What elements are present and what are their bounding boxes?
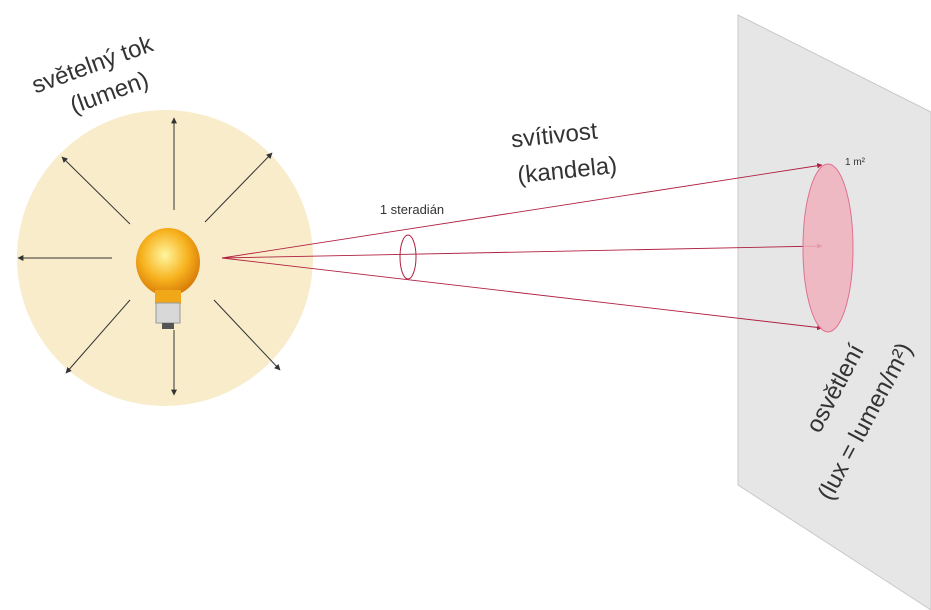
steradian-ring <box>399 234 417 280</box>
intensity-unit: (kandela) <box>516 152 618 189</box>
bulb <box>136 228 200 329</box>
intensity-label: svítivost <box>510 118 599 154</box>
area-label: 1 m² <box>845 157 866 168</box>
area-disc <box>802 163 854 333</box>
flux-arrows <box>17 117 281 396</box>
steradian-label: 1 steradián <box>380 202 444 217</box>
cone-lines <box>221 163 823 331</box>
